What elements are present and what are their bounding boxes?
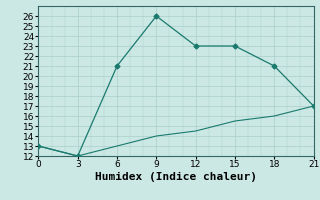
X-axis label: Humidex (Indice chaleur): Humidex (Indice chaleur) bbox=[95, 172, 257, 182]
